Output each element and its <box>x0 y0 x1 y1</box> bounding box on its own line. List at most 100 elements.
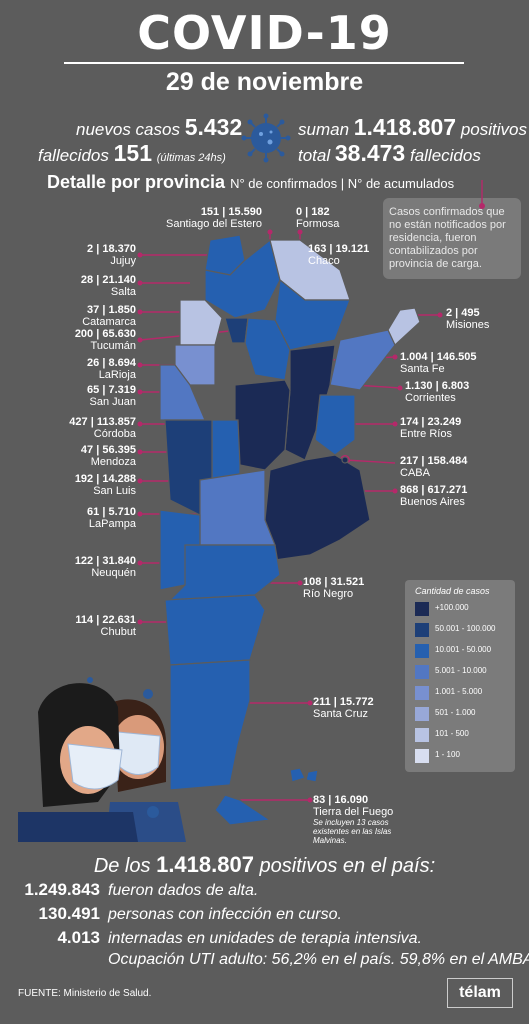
label-corrientes: 1.130 | 6.803 Corrientes <box>405 380 469 404</box>
recovered-text: fueron dados de alta. <box>108 882 259 899</box>
legend-label: +100.000 <box>435 603 469 612</box>
active-value: 130.491 <box>38 904 100 923</box>
total-positive-value: 1.418.807 <box>353 114 457 140</box>
label-cordoba: 427 | 113.857 Córdoba <box>20 416 136 440</box>
total-positive-suffix: positivos <box>460 120 527 139</box>
province-tierradelfuego <box>214 794 272 826</box>
label-larioja-name: LaRioja <box>98 369 136 381</box>
label-chubut-name: Chubut <box>100 626 136 638</box>
province-lapampa <box>199 469 276 546</box>
label-caba: 217 | 158.484 CABA <box>400 455 467 479</box>
label-lapampa-nums: 61 | 5.710 <box>87 506 136 518</box>
province-tucuman <box>224 317 249 344</box>
total-deaths-label: total <box>298 146 331 165</box>
legend-item: 1 - 100 <box>415 749 513 763</box>
label-neuquen: 122 | 31.840 Neuquén <box>40 555 136 579</box>
label-santiago-nums: 151 | 15.590 <box>200 206 262 218</box>
label-chaco-name: Chaco <box>308 255 340 267</box>
label-rionegro-name: Río Negro <box>303 588 354 600</box>
new-cases-stat: nuevos casos 5.432 <box>76 114 242 141</box>
bottom-heading: De los 1.418.807 positivos en el país: <box>0 852 529 878</box>
detail-heading: Detalle por provincia N° de confirmados … <box>47 172 454 193</box>
active-text: personas con infección en curso. <box>108 906 342 923</box>
label-sanjuan-name: San Juan <box>89 396 136 408</box>
province-sanjuan <box>159 364 206 421</box>
bottom-row: 130.491 personas con infección en curso. <box>4 904 342 924</box>
label-santacruz-name: Santa Cruz <box>313 708 369 720</box>
bottom-row: 1.249.843 fueron dados de alta. <box>4 880 258 900</box>
label-formosa-name: Formosa <box>296 218 340 230</box>
islas-malvinas <box>289 767 319 783</box>
label-salta-nums: 28 | 21.140 <box>80 274 136 286</box>
leader-caba <box>344 459 396 464</box>
detail-subtitle: N° de confirmados | N° de acumulados <box>230 176 455 191</box>
province-corrientes <box>329 329 396 391</box>
province-caba <box>341 456 349 464</box>
label-cordoba-nums: 427 | 113.857 <box>69 416 136 428</box>
label-tierradelfuego-name: Tierra del Fuego <box>313 806 394 818</box>
legend-label: 1 - 100 <box>435 750 460 759</box>
total-deaths-stat: total 38.473 fallecidos <box>298 140 481 167</box>
legend-swatch <box>415 644 429 658</box>
province-buenosaires <box>264 454 371 561</box>
label-salta-name: Salta <box>110 286 136 298</box>
legend-swatch <box>415 665 429 679</box>
label-tucuman-nums: 200 | 65.630 <box>74 328 136 340</box>
label-misiones: 2 | 495 Misiones <box>446 307 489 331</box>
icu-text: internadas en unidades de terapia intens… <box>108 930 422 947</box>
legend-item: 1.001 - 5.000 <box>415 686 513 700</box>
label-chaco: 163 | 19.121 Chaco <box>308 243 369 267</box>
label-caba-nums: 217 | 158.484 <box>400 455 468 467</box>
legend-item: 501 - 1.000 <box>415 707 513 721</box>
label-santiago-name: Santiago del Estero <box>165 218 262 230</box>
label-lapampa: 61 | 5.710 LaPampa <box>40 506 136 530</box>
label-caba-name: CABA <box>400 467 430 479</box>
label-mendoza: 47 | 56.395 Mendoza <box>40 444 136 468</box>
source-note: FUENTE: Ministerio de Salud. <box>18 988 152 999</box>
label-catamarca-name: Catamarca <box>82 316 136 328</box>
label-cordoba-name: Córdoba <box>93 428 136 440</box>
total-deaths-value: 38.473 <box>334 140 406 166</box>
province-entrerios <box>314 394 356 456</box>
legend-swatch <box>415 623 429 637</box>
label-salta: 28 | 21.140 Salta <box>40 274 136 298</box>
bottom-row: 4.013 internadas en unidades de terapia i… <box>4 928 422 948</box>
legend-title: Cantidad de casos <box>415 586 490 596</box>
province-misiones <box>387 307 421 346</box>
new-cases-value: 5.432 <box>184 114 243 140</box>
label-santacruz-nums: 211 | 15.772 <box>313 696 374 708</box>
province-larioja <box>174 344 216 386</box>
legend-swatch <box>415 707 429 721</box>
label-rionegro: 108 | 31.521 Río Negro <box>303 576 364 600</box>
label-corrientes-name: Corrientes <box>405 392 456 404</box>
label-jujuy-name: Jujuy <box>110 255 136 267</box>
bottom-heading-value: 1.418.807 <box>156 852 254 877</box>
province-cordoba <box>234 379 291 471</box>
legend-label: 5.001 - 10.000 <box>435 666 487 675</box>
label-santacruz: 211 | 15.772 Santa Cruz <box>313 696 374 720</box>
bottom-heading-pre: De los <box>93 855 151 877</box>
label-santiago: 151 | 15.590 Santiago del Estero <box>150 206 262 230</box>
masked-people-illustration <box>18 677 186 842</box>
legend-item: 10.001 - 50.000 <box>415 644 513 658</box>
label-jujuy-nums: 2 | 18.370 <box>87 243 136 255</box>
label-entrerios-nums: 174 | 23.249 <box>400 416 462 428</box>
label-misiones-name: Misiones <box>446 319 490 331</box>
label-buenosaires-nums: 868 | 617.271 <box>400 484 468 496</box>
label-sanjuan: 65 | 7.319 San Juan <box>40 384 136 408</box>
label-lapampa-name: LaPampa <box>88 518 136 530</box>
province-santacruz <box>169 659 251 791</box>
label-santafe-nums: 1.004 | 146.505 <box>400 351 477 363</box>
legend-item: 101 - 500 <box>415 728 513 742</box>
label-sanjuan-nums: 65 | 7.319 <box>87 384 136 396</box>
icu-value: 4.013 <box>57 928 100 947</box>
deaths-stat: fallecidos 151 (últimas 24hs) <box>38 140 226 167</box>
label-larioja-nums: 26 | 8.694 <box>87 357 136 369</box>
province-chubut <box>164 594 266 666</box>
label-formosa-nums: 0 | 182 <box>296 206 330 218</box>
label-mendoza-nums: 47 | 56.395 <box>80 444 136 456</box>
label-tierradelfuego: 83 | 16.090 Tierra del Fuego Se incluyen 1… <box>313 794 413 845</box>
legend-swatch <box>415 728 429 742</box>
new-cases-label: nuevos casos <box>76 120 180 139</box>
virus-icon <box>241 113 291 163</box>
